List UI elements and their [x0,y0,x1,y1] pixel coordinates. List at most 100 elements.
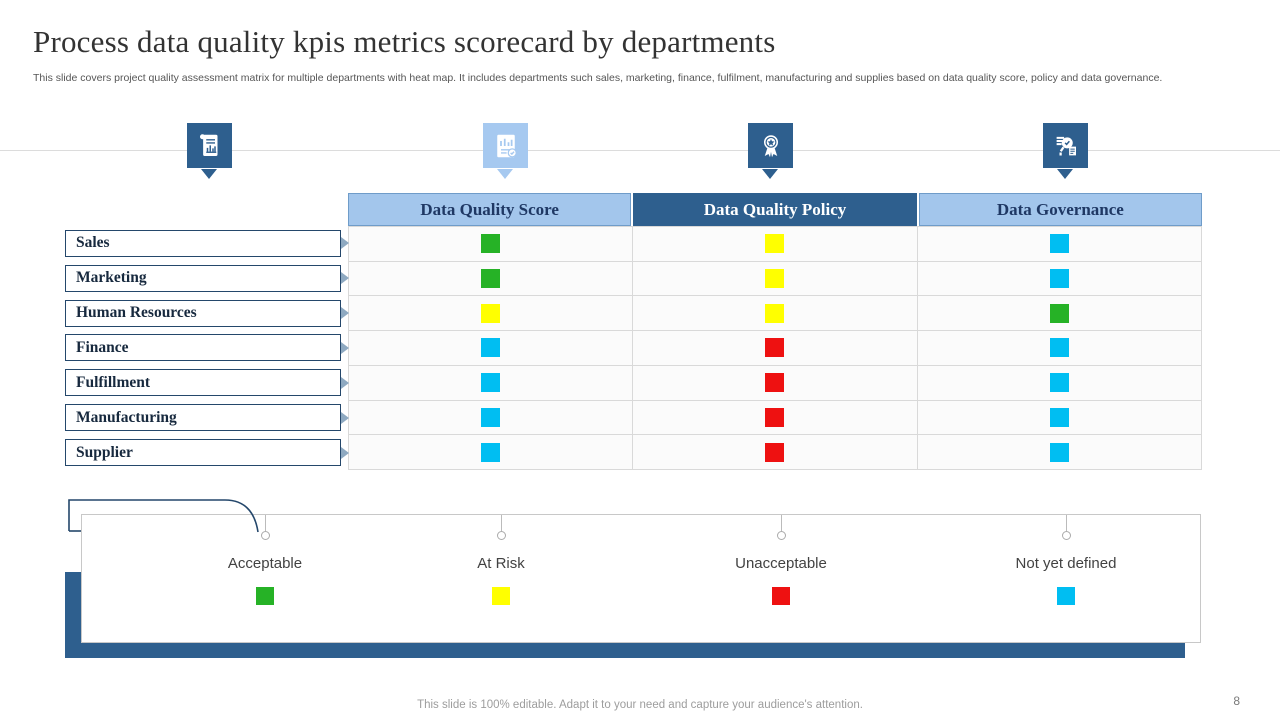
horizontal-divider [0,150,1280,151]
matrix-cell [349,296,633,331]
status-swatch-acceptable [481,234,501,254]
connector-line [1066,515,1067,531]
matrix-cell [917,365,1201,400]
matrix-cell [917,227,1201,261]
chevron-right-icon [341,411,349,424]
department-row: Supplier [65,435,349,470]
status-swatch-at_risk [765,269,785,289]
page-number: 8 [1233,694,1240,708]
chevron-right-icon [341,307,349,320]
connector-line [265,515,266,531]
matrix-cell [633,227,917,261]
matrix-cell [349,227,633,261]
matrix-cell [917,435,1201,469]
chevron-right-icon [341,341,349,354]
matrix-cell [917,400,1201,435]
chevron-right-icon [341,237,349,250]
legend-swatch-unacceptable [772,587,790,605]
department-row: Human Resources [65,296,349,331]
status-swatch-unacceptable [765,373,785,393]
status-swatch-at_risk [765,234,785,254]
legend-label: At Risk [477,555,525,572]
connector-line [501,515,502,531]
status-swatch-not_yet_defined [1049,373,1069,393]
department-label: Fulfillment [65,369,349,397]
status-swatch-acceptable [1049,303,1069,323]
department-label: Finance [65,334,349,362]
status-swatch-unacceptable [765,338,785,358]
matrix-cell [633,331,917,365]
chevron-right-icon [341,446,349,459]
row-labels: Sales Marketing Human Resources Finance Fulf… [65,226,349,470]
chevron-right-icon [341,376,349,389]
status-swatch-not_yet_defined [1049,338,1069,358]
connector-line [781,515,782,531]
connector-dot [497,531,506,540]
chevron-right-icon [341,272,349,285]
column-header: Data Quality Policy [633,193,917,226]
matrix-cell [917,296,1201,331]
status-swatch-acceptable [481,269,501,289]
footer-note: This slide is 100% editable. Adapt it to… [417,699,863,711]
legend-item: Acceptable [180,515,350,642]
department-label: Manufacturing [65,404,349,432]
matrix-cell [349,435,633,469]
legend-swatch-at_risk [492,587,510,605]
department-row: Finance [65,331,349,366]
legend-swatch-acceptable [256,587,274,605]
column-header: Data Governance [918,193,1202,226]
matrix-cell [633,400,917,435]
matrix-cell [917,331,1201,365]
matrix-body [348,226,1202,470]
matrix-cell [633,435,917,469]
department-row: Manufacturing [65,400,349,435]
department-label: Human Resources [65,299,349,327]
legend-label: Acceptable [227,555,303,572]
slide-subtitle: This slide covers project quality assess… [33,72,1163,84]
legend-panel: Acceptable At Risk Unacceptable Not yet def… [81,514,1201,643]
status-swatch-not_yet_defined [1049,442,1069,462]
status-swatch-not_yet_defined [1049,234,1069,254]
connector-dot [777,531,786,540]
connector-dot [261,531,270,540]
legend-item: At Risk [416,515,586,642]
chart-check-icon [483,123,528,168]
pointer-triangle [1057,169,1073,179]
matrix-cell [349,331,633,365]
status-swatch-at_risk [481,303,501,323]
status-swatch-not_yet_defined [481,338,501,358]
matrix-cell [633,365,917,400]
matrix-cell [349,365,633,400]
department-row: Fulfillment [65,365,349,400]
department-label: Marketing [65,264,349,292]
status-swatch-not_yet_defined [481,442,501,462]
status-swatch-unacceptable [765,442,785,462]
matrix-header: Data Quality Score Data Quality Policy Dat… [348,193,1202,226]
pointer-triangle [762,169,778,179]
audit-icon [1043,123,1088,168]
status-swatch-not_yet_defined [481,407,501,427]
department-label: Supplier [65,439,349,467]
status-swatch-unacceptable [765,407,785,427]
legend-item: Not yet defined [981,515,1151,642]
matrix-cell [917,261,1201,296]
report-icon [187,123,232,168]
legend-label: Not yet defined [1015,555,1117,572]
connector-dot [1062,531,1071,540]
status-swatch-at_risk [765,303,785,323]
matrix-cell [633,296,917,331]
status-swatch-not_yet_defined [481,373,501,393]
pointer-triangle [201,169,217,179]
pointer-triangle [497,169,513,179]
legend-item: Unacceptable [696,515,866,642]
department-label: Sales [65,229,349,257]
legend-swatch-not_yet_defined [1057,587,1075,605]
matrix-cell [633,261,917,296]
award-icon [748,123,793,168]
matrix-cell [349,261,633,296]
page-title: Process data quality kpis metrics scorec… [33,24,776,59]
tab-decoration [68,499,259,533]
department-row: Marketing [65,261,349,296]
department-row: Sales [65,226,349,261]
